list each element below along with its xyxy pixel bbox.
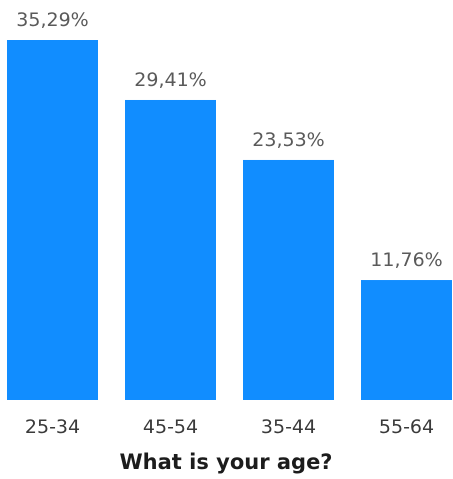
x-tick-label: 35-44 — [261, 416, 316, 438]
bar-35-44 — [243, 159, 334, 400]
x-tick-label: 55-64 — [379, 416, 434, 438]
x-tick-label: 45-54 — [143, 416, 198, 438]
bar-value-label: 35,29% — [16, 9, 88, 31]
bar-55-64 — [361, 280, 452, 400]
bar-45-54 — [125, 99, 216, 400]
x-tick-label: 25-34 — [25, 416, 80, 438]
x-axis-title: What is your age? — [119, 450, 332, 474]
bar-25-34 — [7, 40, 98, 400]
bar-value-label: 11,76% — [370, 249, 442, 271]
value-labels-layer: 35,29% 29,41% 23,53% 11,76% — [16, 9, 442, 271]
bar-value-label: 23,53% — [252, 129, 324, 151]
bar-value-label: 29,41% — [134, 69, 206, 91]
x-tick-labels: 25-34 45-54 35-44 55-64 — [25, 416, 434, 438]
bars-layer — [7, 40, 452, 400]
